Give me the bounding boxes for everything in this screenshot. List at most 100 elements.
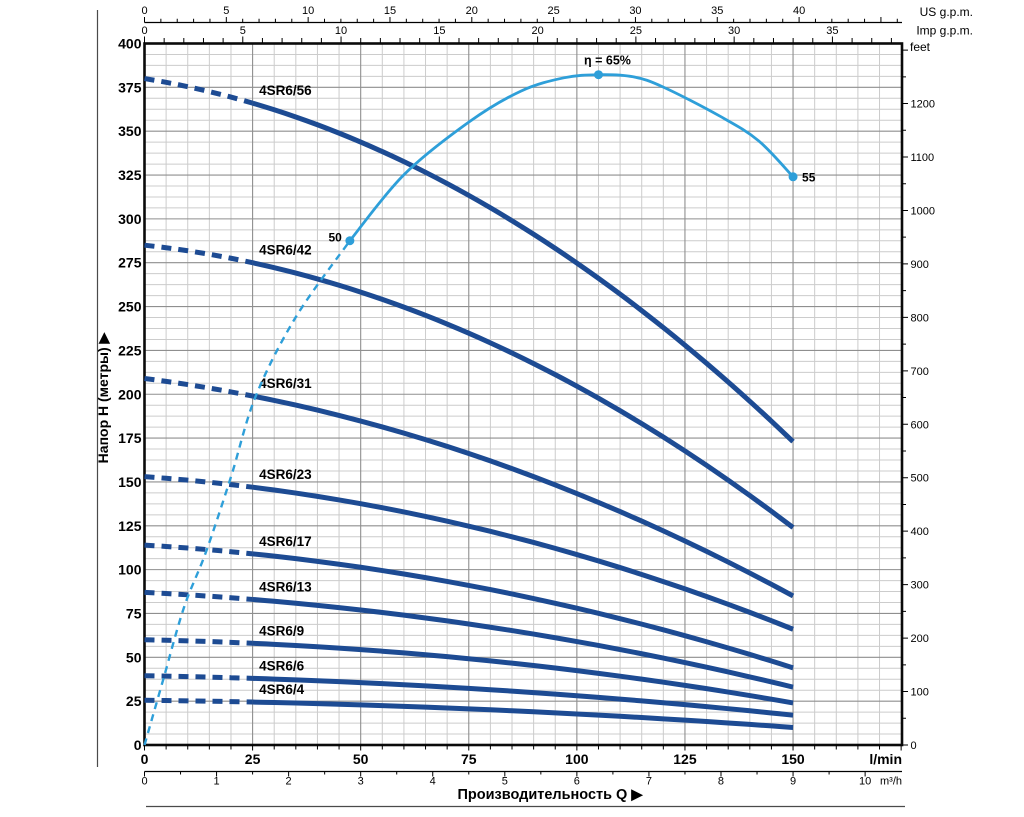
imp-gpm-unit-label: Imp g.p.m. <box>916 24 973 38</box>
curve-4SR6-42 <box>252 260 795 530</box>
meters-tick-label: 275 <box>118 255 142 271</box>
x-axis-title: Производительность Q ▶ <box>457 787 644 803</box>
m3h-unit-label: m³/h <box>880 776 902 788</box>
efficiency-point <box>345 236 355 246</box>
grid-major <box>144 43 902 745</box>
efficiency-peak-label: η = 65% <box>584 54 631 68</box>
feet-tick-label: 1200 <box>911 99 935 111</box>
us-gpm-tick-label: 20 <box>466 5 478 17</box>
curve-dashed-4SR6-56 <box>144 76 254 106</box>
feet-tick-label: 1000 <box>911 205 935 217</box>
meters-tick-label: 200 <box>118 386 142 402</box>
m3h-tick-label: 3 <box>358 776 364 788</box>
feet-tick-label: 300 <box>911 580 929 592</box>
us-gpm-tick-label: 5 <box>223 5 229 17</box>
lmin-unit-label: l/min <box>869 751 902 767</box>
meters-tick-label: 175 <box>118 430 142 446</box>
us-gpm-tick-label: 25 <box>547 5 559 17</box>
meters-tick-label: 25 <box>126 693 142 709</box>
m3h-tick-label: 8 <box>718 776 724 788</box>
curve-4SR6-56 <box>251 100 795 444</box>
meters-tick-label: 0 <box>134 737 142 753</box>
curve-label: 4SR6/4 <box>259 682 305 697</box>
axis-feet-ticks <box>902 49 908 746</box>
curve-label: 4SR6/31 <box>259 376 312 391</box>
curve-dashed-4SR6-4 <box>144 697 253 705</box>
lmin-tick-label: 25 <box>245 751 261 767</box>
curve-label: 4SR6/13 <box>259 579 312 594</box>
m3h-tick-label: 2 <box>286 776 292 788</box>
imp-gpm-tick-label: 25 <box>630 25 642 37</box>
us-gpm-tick-label: 35 <box>711 5 723 17</box>
curve-4SR6-13 <box>252 596 794 690</box>
curve-dashed-4SR6-6 <box>144 673 253 681</box>
meters-tick-label: 250 <box>118 299 142 315</box>
meters-tick-label: 400 <box>118 36 142 52</box>
lmin-tick-label: 100 <box>565 751 589 767</box>
lmin-tick-label: 125 <box>673 751 697 767</box>
axis-lmin-ticks <box>144 745 902 751</box>
us-gpm-unit-label: US g.p.m. <box>920 5 973 19</box>
efficiency-point-label: 50 <box>329 231 343 245</box>
efficiency-curve-dashed <box>143 240 351 746</box>
meters-tick-label: 350 <box>118 123 142 139</box>
meters-tick-label: 50 <box>126 649 142 665</box>
m3h-tick-label: 0 <box>141 776 147 788</box>
feet-tick-label: 400 <box>911 526 929 538</box>
curve-4SR6-31 <box>252 393 795 599</box>
curve-dashed-4SR6-17 <box>144 542 253 557</box>
curve-dashed-4SR6-42 <box>144 242 254 266</box>
meters-tick-label: 150 <box>118 474 142 490</box>
m3h-tick-label: 10 <box>859 776 871 788</box>
feet-tick-label: 800 <box>911 312 929 324</box>
meters-tick-label: 375 <box>118 79 142 95</box>
us-gpm-tick-label: 30 <box>629 5 641 17</box>
m3h-tick-label: 5 <box>502 776 508 788</box>
imp-gpm-tick-label: 10 <box>335 25 347 37</box>
curve-dashed-4SR6-9 <box>144 637 253 646</box>
meters-tick-label: 125 <box>118 518 142 534</box>
curve-dashed-4SR6-31 <box>144 375 254 399</box>
axis-m3h-ticks <box>144 771 866 777</box>
y-axis-title: Напор H (метры) ▶ <box>95 331 111 463</box>
m3h-tick-label: 7 <box>646 776 652 788</box>
curve-label: 4SR6/6 <box>259 658 305 673</box>
m3h-tick-label: 9 <box>790 776 796 788</box>
m3h-tick-label: 1 <box>213 776 219 788</box>
curve-4SR6-9 <box>252 640 794 706</box>
meters-tick-label: 75 <box>126 605 142 621</box>
imp-gpm-tick-label: 30 <box>728 25 740 37</box>
feet-unit-label: feet <box>910 40 931 54</box>
efficiency-point <box>788 172 798 182</box>
imp-gpm-tick-label: 35 <box>826 25 838 37</box>
feet-tick-label: 1100 <box>911 152 935 164</box>
feet-tick-label: 500 <box>911 473 929 485</box>
imp-gpm-tick-label: 5 <box>240 25 246 37</box>
feet-tick-label: 900 <box>911 259 929 271</box>
curve-label: 4SR6/9 <box>259 623 304 638</box>
curve-4SR6-17 <box>252 551 794 671</box>
efficiency-point-label: 55 <box>802 170 816 184</box>
imp-gpm-tick-label: 0 <box>141 25 147 37</box>
efficiency-point <box>593 70 603 80</box>
curve-dashed-4SR6-13 <box>144 589 253 602</box>
efficiency-curve <box>348 73 795 242</box>
lmin-tick-label: 150 <box>781 751 805 767</box>
plot-frame <box>143 42 904 747</box>
us-gpm-tick-label: 15 <box>384 5 396 17</box>
m3h-tick-label: 6 <box>574 776 580 788</box>
curve-label: 4SR6/56 <box>259 83 312 98</box>
us-gpm-tick-label: 0 <box>141 5 147 17</box>
axis-us-gpm-ticks <box>144 17 898 23</box>
axis-imp-gpm-ticks <box>144 36 892 43</box>
lmin-tick-label: 50 <box>353 751 369 767</box>
feet-tick-label: 700 <box>911 366 929 378</box>
meters-tick-label: 325 <box>118 167 142 183</box>
curve-4SR6-4 <box>252 699 794 730</box>
curve-label: 4SR6/23 <box>259 467 312 482</box>
imp-gpm-tick-label: 20 <box>531 25 543 37</box>
meters-tick-label: 300 <box>118 211 142 227</box>
imp-gpm-tick-label: 15 <box>433 25 445 37</box>
curve-4SR6-23 <box>252 484 794 632</box>
